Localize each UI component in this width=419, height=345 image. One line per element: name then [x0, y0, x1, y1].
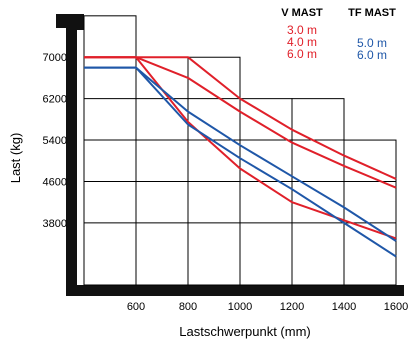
y-tick-label: 4600 — [43, 176, 67, 188]
y-tick-label: 6200 — [43, 94, 67, 106]
legend-title: TF MAST — [348, 7, 396, 19]
x-tick-labels: 600 800 1000 1200 1400 1600 — [127, 301, 408, 313]
legend-item: 3.0 m — [287, 23, 317, 37]
legend-item: 4.0 m — [287, 35, 317, 49]
y-tick-label: 7000 — [43, 52, 67, 64]
y-axis-label: Last (kg) — [8, 133, 23, 184]
legend-title: V MAST — [281, 7, 323, 19]
grid — [83, 15, 397, 286]
series-group — [84, 56, 397, 258]
series-line-2 — [84, 56, 397, 240]
x-tick-label: 1400 — [332, 301, 356, 313]
x-axis-label: Lastschwerpunkt (mm) — [179, 324, 310, 339]
y-tick-label: 5400 — [43, 135, 67, 147]
series-line-4 — [84, 66, 397, 258]
x-tick-label: 600 — [127, 301, 145, 313]
x-tick-label: 1200 — [280, 301, 304, 313]
grid-cell-1 — [135, 56, 189, 286]
x-tick-label: 1600 — [384, 301, 408, 313]
legend-item: 5.0 m — [357, 36, 387, 50]
grid-cell-5 — [343, 139, 397, 286]
legend-item: 6.0 m — [357, 48, 387, 62]
legend-item: 6.0 m — [287, 47, 317, 61]
y-tick-label: 3800 — [43, 218, 67, 230]
x-tick-label: 1000 — [228, 301, 252, 313]
y-tick-labels: 3800 4600 5400 6200 7000 — [43, 52, 67, 230]
x-tick-label: 800 — [179, 301, 197, 313]
